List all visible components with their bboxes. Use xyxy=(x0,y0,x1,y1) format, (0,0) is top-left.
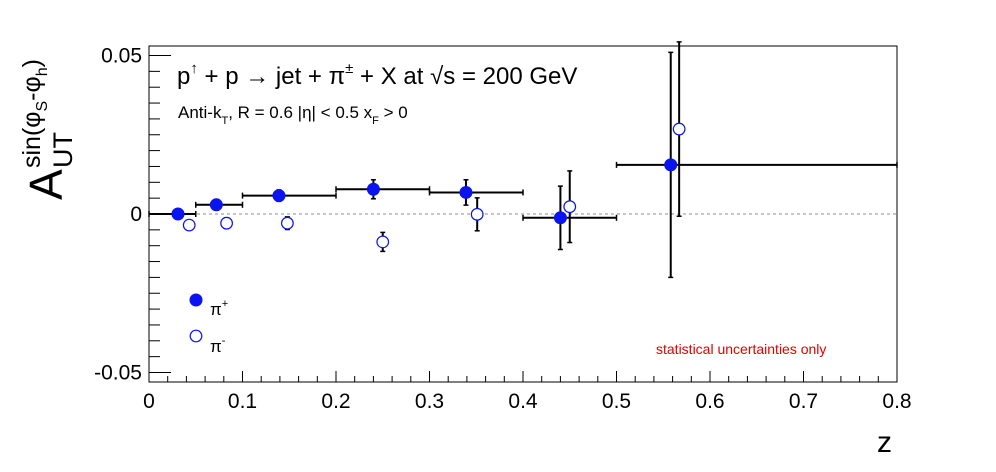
cuts-middle: , R = 0.6 |η| < 0.5 x xyxy=(228,103,372,122)
energy-label: s = 200 GeV xyxy=(443,63,577,90)
reaction-tail: + X at xyxy=(353,63,430,90)
legend-label-pi-plus: π+ xyxy=(210,298,228,319)
data-point-pi-plus xyxy=(209,198,223,212)
data-point-pi-minus xyxy=(280,216,294,230)
data-point-pi-plus xyxy=(272,189,286,203)
data-point-pi-minus xyxy=(563,200,577,214)
y-sup-h: h xyxy=(34,67,51,76)
reaction-middle: + p → jet + π xyxy=(198,63,345,90)
legend: π+ π- xyxy=(189,293,228,356)
y-sup-pre: sin(φ xyxy=(18,112,46,169)
x-tick-label: 0.2 xyxy=(321,390,350,413)
annotation-note: statistical uncertainties only xyxy=(656,341,826,357)
reaction-label: p↑ + p → jet + π± + X at √s = 200 GeV xyxy=(177,60,577,90)
data-point-pi-minus xyxy=(672,122,686,136)
x-tick-label: 0.1 xyxy=(228,390,257,413)
x-tick-label: 0.3 xyxy=(415,390,444,413)
pion-charge: ± xyxy=(345,60,353,77)
y-sup-s: S xyxy=(34,101,51,112)
legend-marker-pi-minus xyxy=(189,329,203,343)
data-point-pi-plus xyxy=(553,211,567,225)
sqrt-sign: √ xyxy=(430,63,444,90)
x-tick-label: 0.4 xyxy=(508,390,538,413)
y-axis-label-sub: UT xyxy=(48,132,78,168)
y-tick-label: 0.05 xyxy=(101,45,142,68)
data-point-pi-plus xyxy=(171,207,185,221)
x-axis-label: z xyxy=(877,426,892,459)
legend-pi-plus-charge: + xyxy=(222,298,228,310)
reaction-proton: p xyxy=(177,63,190,90)
data-point-pi-plus xyxy=(366,182,380,196)
legend-marker-pi-plus xyxy=(189,293,203,307)
legend-pi-minus-charge: - xyxy=(222,335,226,347)
data-point-pi-minus xyxy=(470,207,484,221)
legend-pi-plus-name: π xyxy=(210,300,222,319)
cuts-prefix: Anti-k xyxy=(178,103,222,122)
data-point-pi-minus xyxy=(182,218,196,232)
x-tick-label: 0.6 xyxy=(695,390,724,413)
x-tick-label: 0 xyxy=(143,390,155,413)
x-tick-label: 0.8 xyxy=(882,390,911,413)
y-tick-label: -0.05 xyxy=(94,361,142,384)
legend-label-pi-minus: π- xyxy=(210,335,226,356)
data-point-pi-minus xyxy=(220,216,234,230)
x-tick-label: 0.7 xyxy=(789,390,818,413)
data-point-pi-minus xyxy=(376,235,390,249)
y-axis-label-sup: sin(φS-φh) xyxy=(18,59,51,168)
data-markers xyxy=(171,122,686,249)
cuts-suffix: > 0 xyxy=(379,103,408,122)
x-tick-label: 0.5 xyxy=(602,390,631,413)
spin-arrow: ↑ xyxy=(190,60,198,77)
y-sup-post: ) xyxy=(18,59,46,67)
y-axis-label-main: A xyxy=(20,169,72,200)
cuts-sub-t: T xyxy=(221,115,228,127)
y-axis-label: A UT sin(φS-φh) xyxy=(18,59,78,200)
y-tick-label: 0 xyxy=(130,203,142,226)
cuts-label: Anti-kT, R = 0.6 |η| < 0.5 xF > 0 xyxy=(178,103,408,127)
y-sup-mid: -φ xyxy=(18,76,46,101)
data-point-pi-plus xyxy=(459,185,473,199)
cuts-sub-f: F xyxy=(372,115,379,127)
data-point-pi-plus xyxy=(664,158,678,172)
legend-pi-minus-name: π xyxy=(210,337,222,356)
